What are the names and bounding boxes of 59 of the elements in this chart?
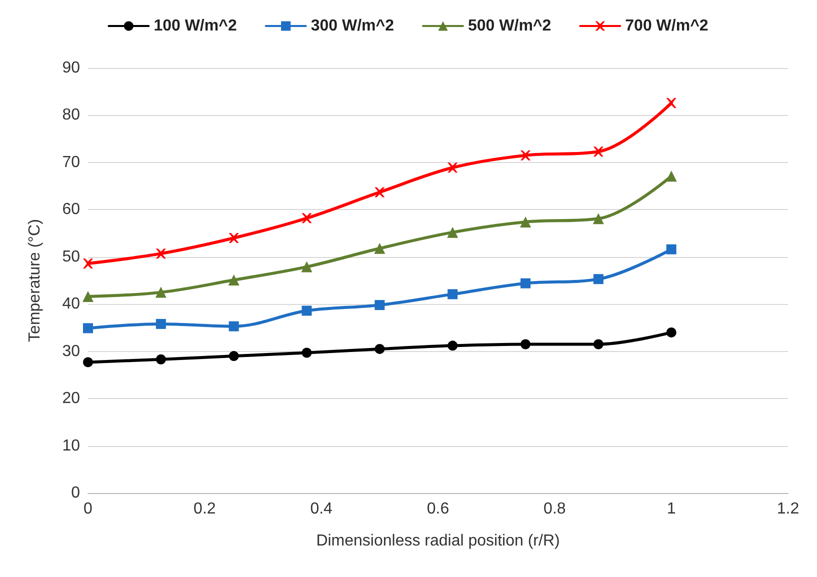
x-tick-label: 0 bbox=[84, 500, 93, 518]
x-axis-title: Dimensionless radial position (r/R) bbox=[316, 532, 560, 550]
point bbox=[156, 354, 166, 364]
point bbox=[83, 357, 93, 368]
point bbox=[592, 213, 604, 224]
legend-label: 500 W/m^2 bbox=[468, 18, 552, 34]
point bbox=[448, 289, 458, 300]
point bbox=[447, 226, 458, 238]
point bbox=[302, 348, 312, 358]
point bbox=[83, 258, 93, 268]
legend-label: 700 W/m^2 bbox=[625, 18, 708, 34]
legend-label: 300 W/m^2 bbox=[310, 18, 394, 34]
point bbox=[593, 339, 604, 350]
y-axis-title: Temperature (°C) bbox=[26, 219, 44, 342]
y-tick-label: 80 bbox=[62, 106, 80, 124]
point bbox=[228, 233, 239, 243]
point bbox=[155, 286, 166, 298]
point bbox=[520, 278, 530, 288]
point bbox=[520, 216, 531, 228]
y-tick-label: 40 bbox=[62, 296, 80, 313]
y-tick-label: 50 bbox=[62, 248, 80, 266]
point bbox=[593, 146, 604, 157]
point bbox=[666, 98, 676, 108]
point bbox=[666, 327, 676, 338]
y-tick-label: 10 bbox=[62, 437, 80, 454]
point bbox=[593, 274, 604, 284]
point bbox=[83, 323, 93, 334]
point bbox=[666, 244, 676, 254]
x-tick-label: 0.6 bbox=[426, 500, 450, 518]
legend-label: 100 W/m^2 bbox=[154, 18, 237, 34]
point bbox=[156, 248, 166, 259]
point bbox=[374, 344, 385, 354]
y-tick-label: 90 bbox=[62, 60, 80, 76]
point bbox=[448, 340, 458, 351]
point bbox=[156, 318, 166, 329]
x-tick-label: 0.4 bbox=[310, 500, 333, 518]
y-tick-label: 0 bbox=[71, 484, 80, 502]
point bbox=[302, 306, 312, 316]
x-tick-label: 1 bbox=[666, 500, 676, 518]
point bbox=[301, 261, 312, 272]
point bbox=[228, 321, 239, 332]
point bbox=[374, 187, 385, 198]
point bbox=[374, 300, 385, 310]
point bbox=[228, 351, 239, 362]
y-tick-label: 30 bbox=[62, 342, 80, 360]
y-tick-label: 20 bbox=[62, 390, 80, 408]
point bbox=[374, 242, 386, 254]
x-tick-label: 0.2 bbox=[194, 500, 216, 518]
y-tick-label: 60 bbox=[62, 201, 80, 218]
y-tick-label: 70 bbox=[62, 154, 80, 171]
point bbox=[520, 339, 530, 350]
point bbox=[448, 162, 458, 173]
point bbox=[302, 213, 312, 224]
x-tick-label: 0.8 bbox=[544, 500, 566, 518]
point bbox=[228, 274, 240, 286]
x-tick-label: 1.2 bbox=[776, 500, 800, 518]
point bbox=[666, 170, 677, 182]
point bbox=[82, 291, 94, 302]
point bbox=[520, 150, 530, 160]
